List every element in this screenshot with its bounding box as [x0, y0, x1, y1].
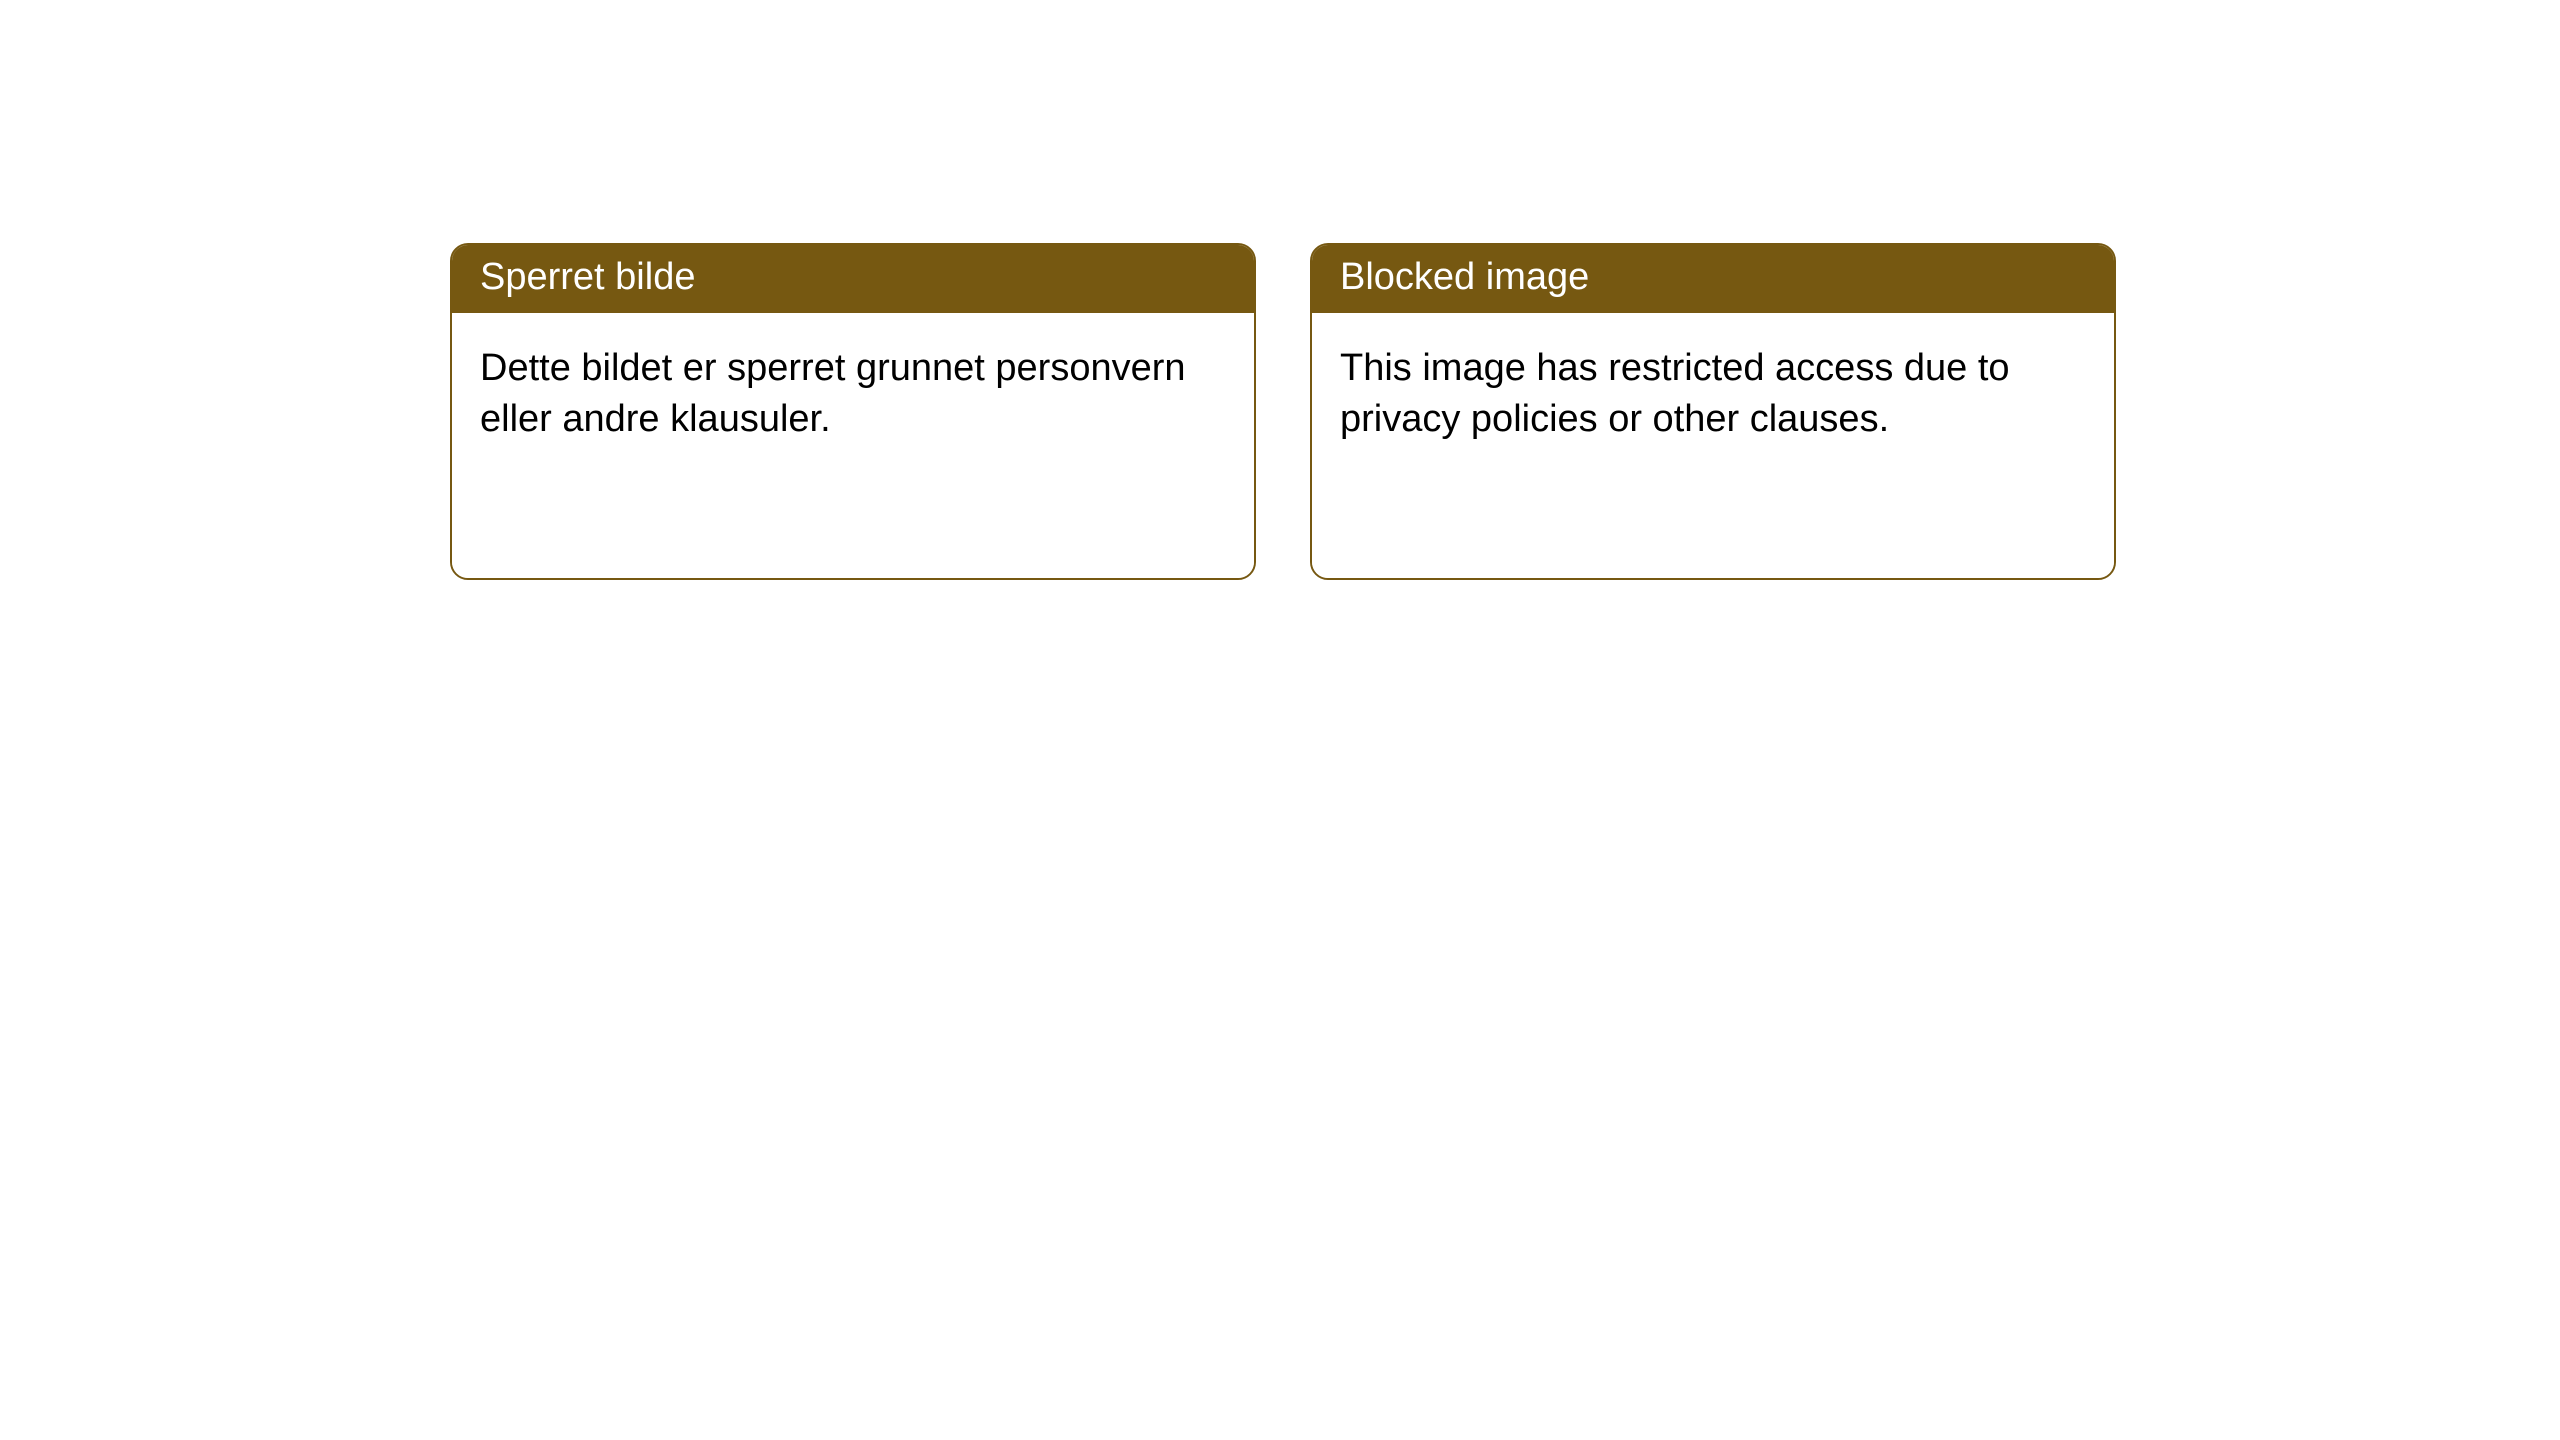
- card-blocked-no: Sperret bilde Dette bildet er sperret gr…: [450, 243, 1256, 580]
- card-header: Blocked image: [1312, 245, 2114, 313]
- cards-container: Sperret bilde Dette bildet er sperret gr…: [450, 243, 2116, 580]
- card-blocked-en: Blocked image This image has restricted …: [1310, 243, 2116, 580]
- card-body: This image has restricted access due to …: [1312, 313, 2114, 578]
- card-title: Blocked image: [1340, 256, 1589, 298]
- card-body-text: This image has restricted access due to …: [1340, 347, 2010, 440]
- card-body-text: Dette bildet er sperret grunnet personve…: [480, 347, 1186, 440]
- card-title: Sperret bilde: [480, 256, 695, 298]
- card-body: Dette bildet er sperret grunnet personve…: [452, 313, 1254, 578]
- card-header: Sperret bilde: [452, 245, 1254, 313]
